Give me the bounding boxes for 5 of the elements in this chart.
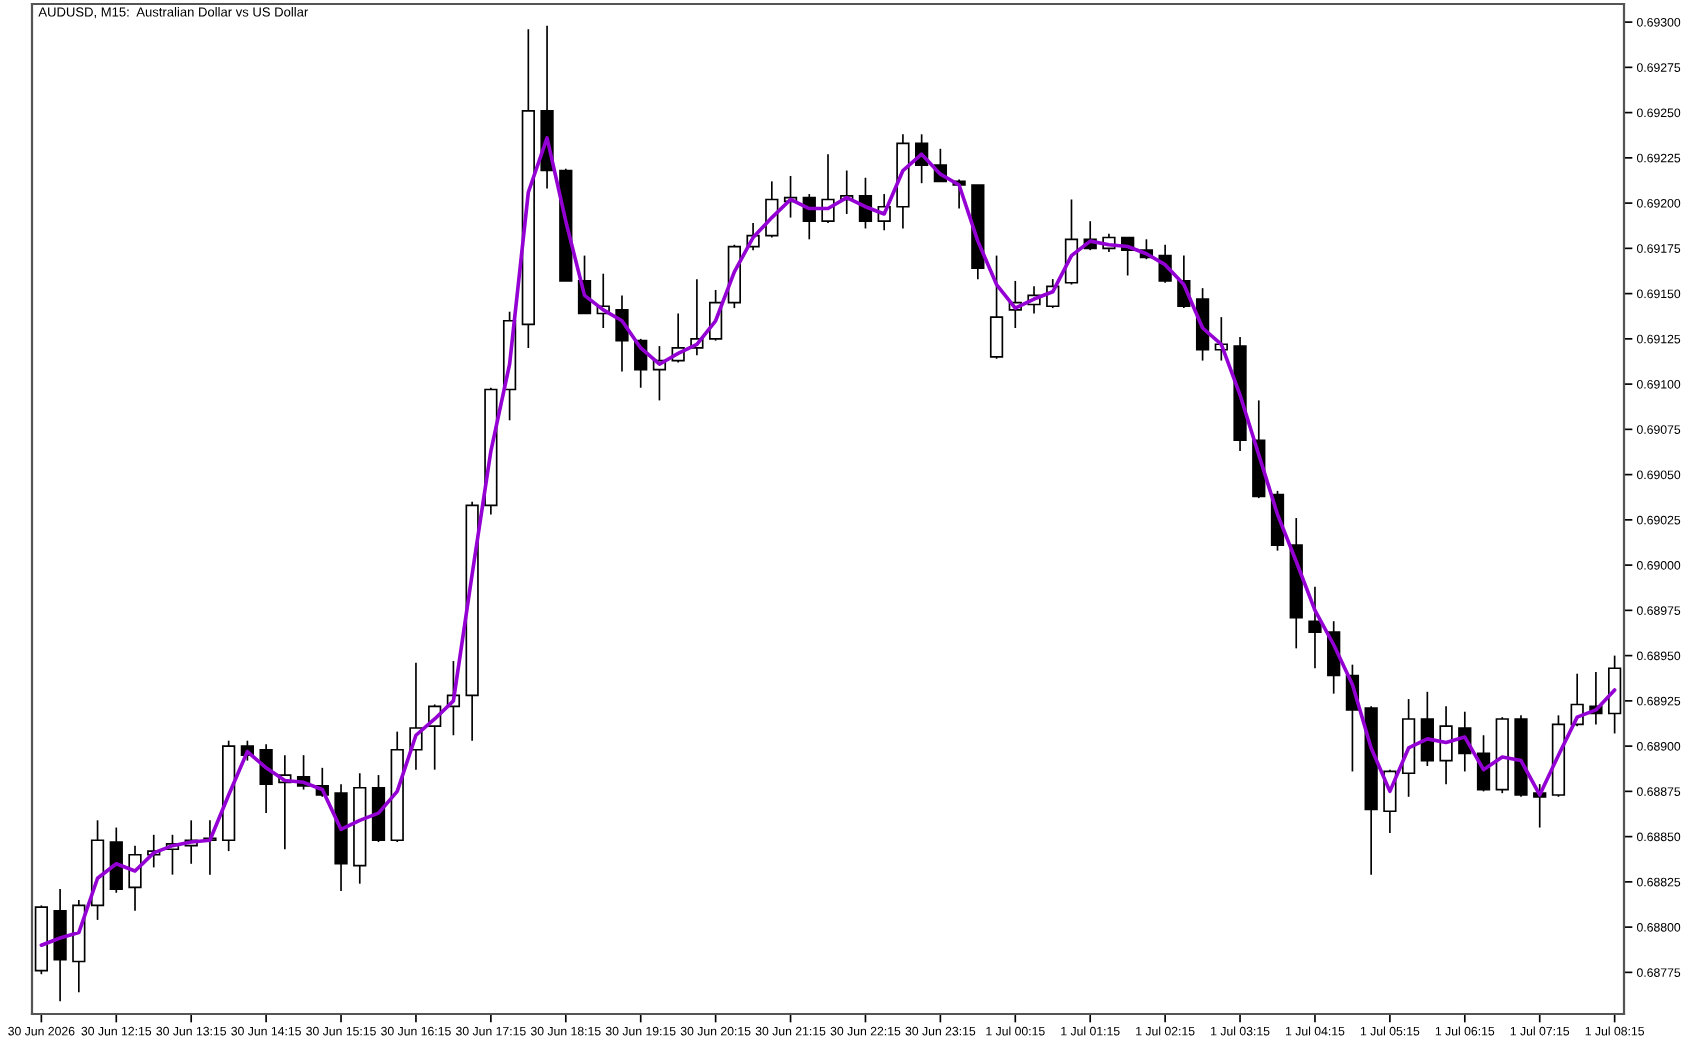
candlestick — [1607, 654, 1622, 735]
candlestick — [1308, 585, 1322, 670]
candlestick — [1439, 705, 1453, 785]
candlestick — [989, 254, 1004, 360]
candlestick — [109, 826, 123, 894]
